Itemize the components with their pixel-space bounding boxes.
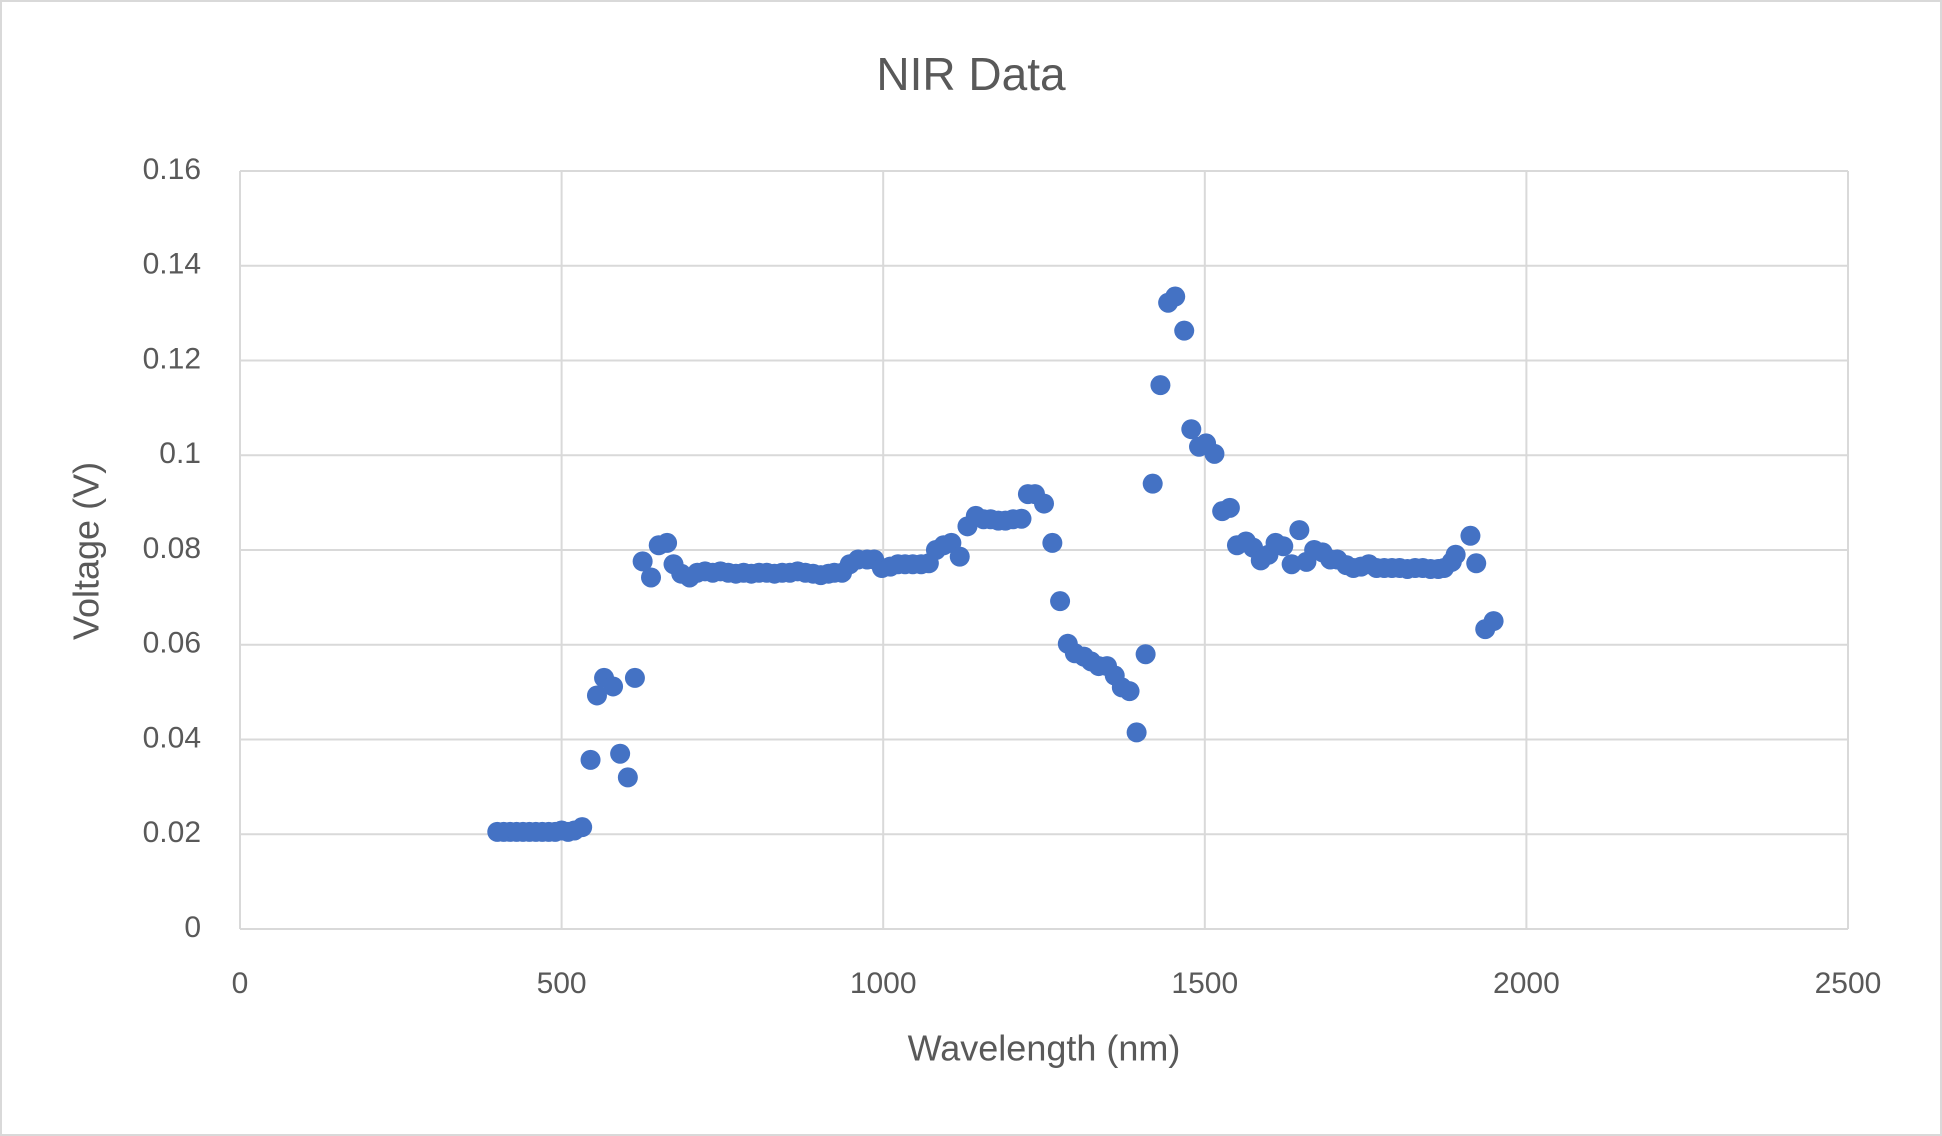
point: [1219, 497, 1240, 518]
point: [1150, 375, 1171, 396]
y-tick-label: 0.02: [143, 816, 201, 849]
point: [1126, 722, 1147, 743]
point: [1483, 611, 1504, 632]
point: [1119, 681, 1140, 702]
point: [1174, 320, 1195, 341]
point: [1273, 536, 1294, 557]
point: [1034, 493, 1054, 514]
point: [572, 817, 593, 838]
y-tick-label: 0: [184, 911, 201, 944]
point: [610, 743, 631, 764]
y-tick-label: 0.04: [143, 721, 201, 754]
y-tick-label: 0.1: [159, 437, 201, 470]
points: [487, 286, 1504, 842]
y-tick-label: 0.16: [143, 153, 201, 186]
point: [603, 676, 624, 697]
y-tick-label: 0.06: [143, 627, 201, 660]
y-axis-title: Voltage (V): [66, 462, 107, 640]
point: [641, 567, 662, 588]
x-tick-label: 2500: [1815, 967, 1882, 1000]
point: [1281, 554, 1302, 575]
point: [1204, 443, 1225, 464]
point: [624, 667, 645, 688]
point: [657, 532, 678, 553]
x-tick-label: 1500: [1171, 967, 1238, 1000]
chart-title: NIR Data: [876, 48, 1066, 100]
point: [1181, 419, 1202, 440]
point: [1289, 520, 1310, 541]
point: [1050, 591, 1071, 612]
point: [1135, 644, 1156, 665]
point: [580, 749, 601, 770]
x-tick-label: 0: [232, 967, 249, 1000]
point: [1466, 553, 1487, 574]
point: [1142, 473, 1163, 494]
point: [1165, 286, 1186, 307]
point: [1042, 532, 1063, 553]
y-tick-label: 0.08: [143, 532, 201, 565]
x-tick-label: 1000: [850, 967, 917, 1000]
x-tick-label: 500: [537, 967, 587, 1000]
point: [617, 767, 638, 788]
point: [632, 551, 653, 572]
x-tick-label: 2000: [1493, 967, 1560, 1000]
point: [949, 546, 970, 567]
point: [1460, 525, 1481, 546]
point: [586, 685, 607, 706]
point: [1445, 544, 1466, 565]
x-axis-title: Wavelength (nm): [908, 1028, 1181, 1069]
y-tick-label: 0.12: [143, 342, 201, 375]
point: [1011, 508, 1032, 529]
y-tick-label: 0.14: [143, 248, 201, 281]
